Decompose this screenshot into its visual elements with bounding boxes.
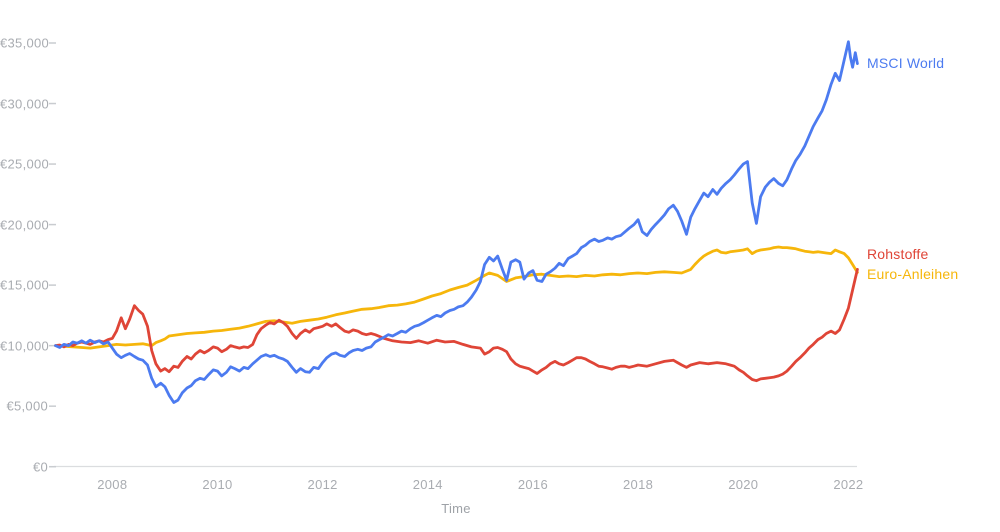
series-label-msci-world[interactable]: MSCI World bbox=[867, 55, 945, 71]
euro-anleihen-line[interactable] bbox=[54, 245, 859, 350]
y-tick-label: €20,000 bbox=[0, 217, 50, 233]
x-tick-label: 2022 bbox=[833, 477, 864, 492]
y-tick-label: €30,000 bbox=[0, 96, 50, 112]
rohstoffe-line[interactable] bbox=[54, 267, 859, 383]
x-tick-label: 2008 bbox=[97, 477, 128, 492]
x-tick-label: 2016 bbox=[517, 477, 548, 492]
y-tick-label: €10,000 bbox=[0, 338, 50, 354]
msci-world-line[interactable] bbox=[54, 40, 859, 404]
y-tick-label: €0 bbox=[32, 459, 48, 475]
x-tick-label: 2012 bbox=[307, 477, 338, 492]
y-tick-label: €5,000 bbox=[6, 398, 48, 414]
series-label-euro-anleihen[interactable]: Euro-Anleihen bbox=[867, 266, 959, 282]
series-label-rohstoffe[interactable]: Rohstoffe bbox=[867, 246, 929, 262]
y-tick-label: €35,000 bbox=[0, 35, 50, 51]
y-axis-ticks bbox=[49, 42, 56, 468]
x-tick-label: 2010 bbox=[202, 477, 233, 492]
x-tick-label: 2018 bbox=[623, 477, 654, 492]
y-tick-label: €15,000 bbox=[0, 277, 50, 293]
x-tick-label: 2014 bbox=[412, 477, 443, 492]
x-tick-label: 2020 bbox=[728, 477, 759, 492]
y-tick-label: €25,000 bbox=[0, 156, 50, 172]
x-axis-title: Time bbox=[441, 501, 471, 516]
